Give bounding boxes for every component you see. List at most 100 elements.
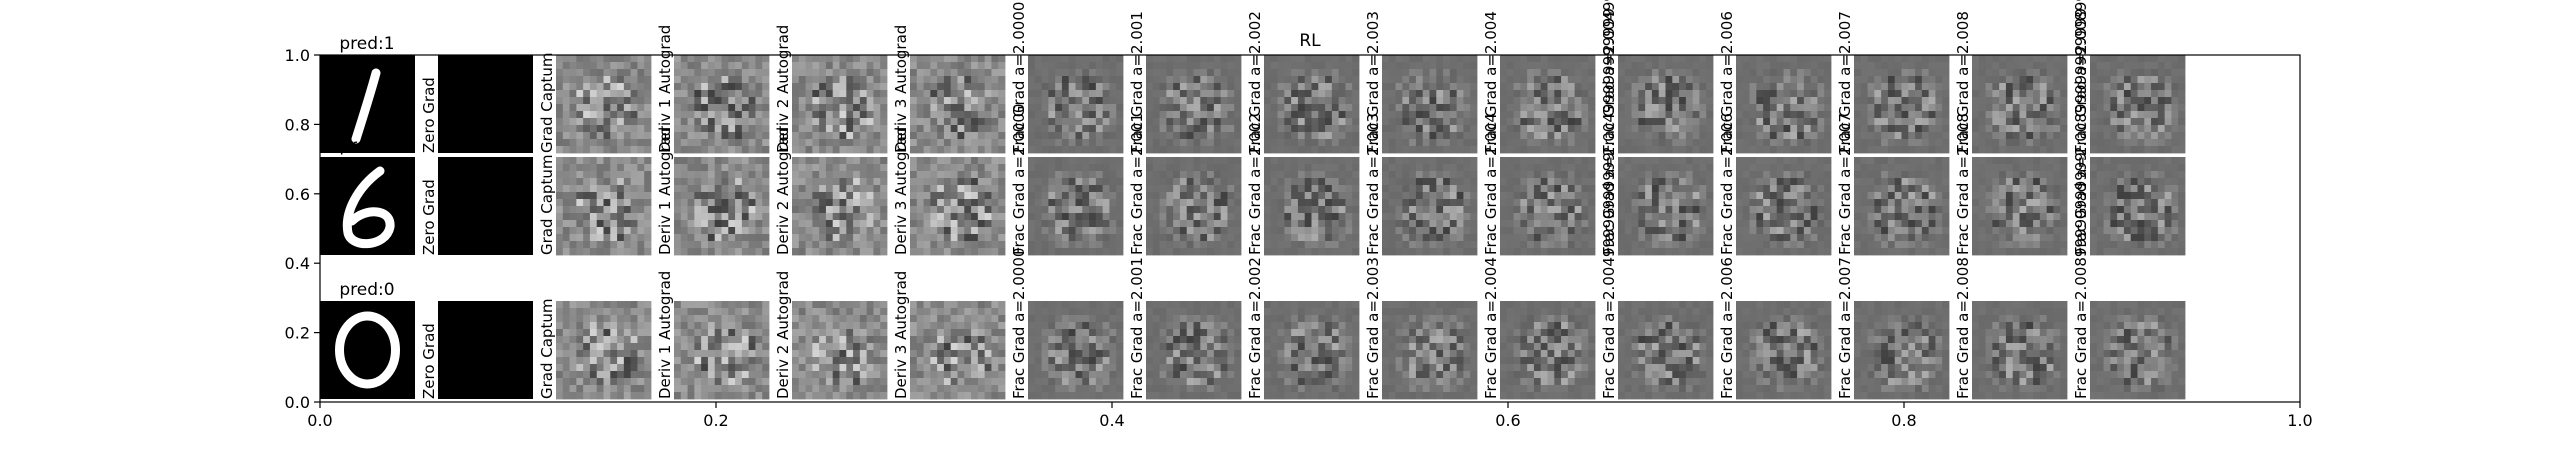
map-pixel	[714, 83, 722, 91]
map-pixel	[1972, 139, 1980, 147]
map-pixel	[1152, 185, 1160, 193]
map-pixel	[998, 104, 1006, 112]
map-pixel	[762, 185, 770, 193]
map-pixel	[1500, 55, 1508, 63]
map-pixel	[1318, 69, 1326, 77]
map-pixel	[873, 171, 881, 179]
map-pixel	[916, 118, 924, 126]
map-pixel	[825, 83, 834, 91]
map-pixel	[637, 132, 645, 140]
map-pixel	[1395, 248, 1403, 256]
map-pixel	[1331, 248, 1340, 256]
map-pixel	[721, 227, 729, 235]
map-pixel	[1574, 213, 1582, 221]
map-pixel	[1699, 248, 1707, 256]
map-pixel	[1415, 83, 1424, 91]
map-pixel	[880, 132, 888, 140]
map-pixel	[1901, 164, 1909, 172]
map-pixel	[1561, 234, 1569, 242]
map-pixel	[630, 164, 638, 172]
map-pixel	[1173, 220, 1181, 228]
map-pixel	[1769, 90, 1778, 98]
map-pixel	[805, 178, 813, 186]
map-pixel	[1500, 248, 1508, 256]
map-pixel	[873, 62, 881, 70]
map-pixel	[1942, 111, 1950, 119]
map-pixel	[1581, 146, 1589, 154]
map-pixel	[1706, 185, 1714, 193]
map-pixel	[880, 227, 888, 235]
map-pixel	[1068, 206, 1076, 214]
map-pixel	[1817, 185, 1825, 193]
map-pixel	[1284, 185, 1292, 193]
map-pixel	[1638, 234, 1646, 242]
map-pixel	[1527, 185, 1535, 193]
map-pixel	[964, 178, 972, 186]
map-pixel	[762, 125, 770, 133]
map-pixel	[1527, 192, 1535, 200]
map-pixel	[1352, 83, 1360, 91]
zero-grad-map	[438, 157, 533, 255]
map-pixel	[2026, 118, 2034, 126]
map-pixel	[755, 118, 763, 126]
map-pixel	[687, 234, 695, 242]
map-pixel	[1277, 248, 1285, 256]
map-pixel	[589, 220, 598, 228]
map-pixel	[1706, 146, 1714, 154]
map-pixel	[819, 213, 827, 221]
map-pixel	[1415, 157, 1424, 165]
map-pixel	[1193, 206, 1201, 214]
map-pixel	[2012, 146, 2020, 154]
map-pixel	[792, 241, 800, 249]
map-pixel	[1749, 241, 1757, 249]
map-pixel	[1152, 90, 1160, 98]
map-pixel	[998, 111, 1006, 119]
map-pixel	[748, 69, 756, 77]
map-pixel	[1645, 69, 1653, 77]
map-pixel	[1041, 234, 1049, 242]
map-pixel	[2117, 90, 2125, 98]
map-pixel	[1048, 206, 1056, 214]
map-pixel	[2090, 83, 2098, 91]
map-pixel	[1588, 227, 1596, 235]
map-pixel	[1824, 76, 1832, 84]
map-pixel	[1810, 146, 1818, 154]
map-pixel	[1102, 111, 1110, 119]
map-pixel	[1227, 227, 1235, 235]
map-pixel	[1436, 55, 1444, 63]
map-pixel	[1395, 76, 1403, 84]
map-pixel	[1102, 192, 1110, 200]
map-pixel	[846, 90, 854, 98]
map-pixel	[637, 220, 645, 228]
map-pixel	[2171, 111, 2179, 119]
map-pixel	[825, 125, 834, 133]
map-pixel	[832, 111, 840, 119]
map-pixel	[1200, 185, 1208, 193]
map-pixel	[880, 178, 888, 186]
map-pixel	[977, 185, 986, 193]
map-pixel	[839, 157, 847, 165]
map-pixel	[1736, 220, 1744, 228]
map-pixel	[1409, 171, 1417, 179]
map-pixel	[1109, 248, 1117, 256]
map-pixel	[741, 192, 750, 200]
map-pixel	[1075, 55, 1083, 63]
map-pixel	[1331, 104, 1340, 112]
map-pixel	[596, 234, 604, 242]
map-pixel	[1048, 90, 1056, 98]
map-pixel	[1854, 62, 1862, 70]
map-pixel	[1581, 185, 1589, 193]
map-pixel	[1264, 62, 1272, 70]
map-pixel	[1803, 171, 1812, 179]
map-pixel	[798, 62, 806, 70]
map-pixel	[694, 146, 702, 154]
map-pixel	[630, 157, 638, 165]
map-pixel	[707, 199, 716, 207]
map-pixel	[1867, 118, 1875, 126]
map-pixel	[1756, 62, 1764, 70]
map-pixel	[1146, 199, 1154, 207]
map-pixel	[1874, 111, 1882, 119]
map-pixel	[1227, 111, 1235, 119]
map-pixel	[728, 248, 736, 256]
map-pixel	[950, 83, 958, 91]
